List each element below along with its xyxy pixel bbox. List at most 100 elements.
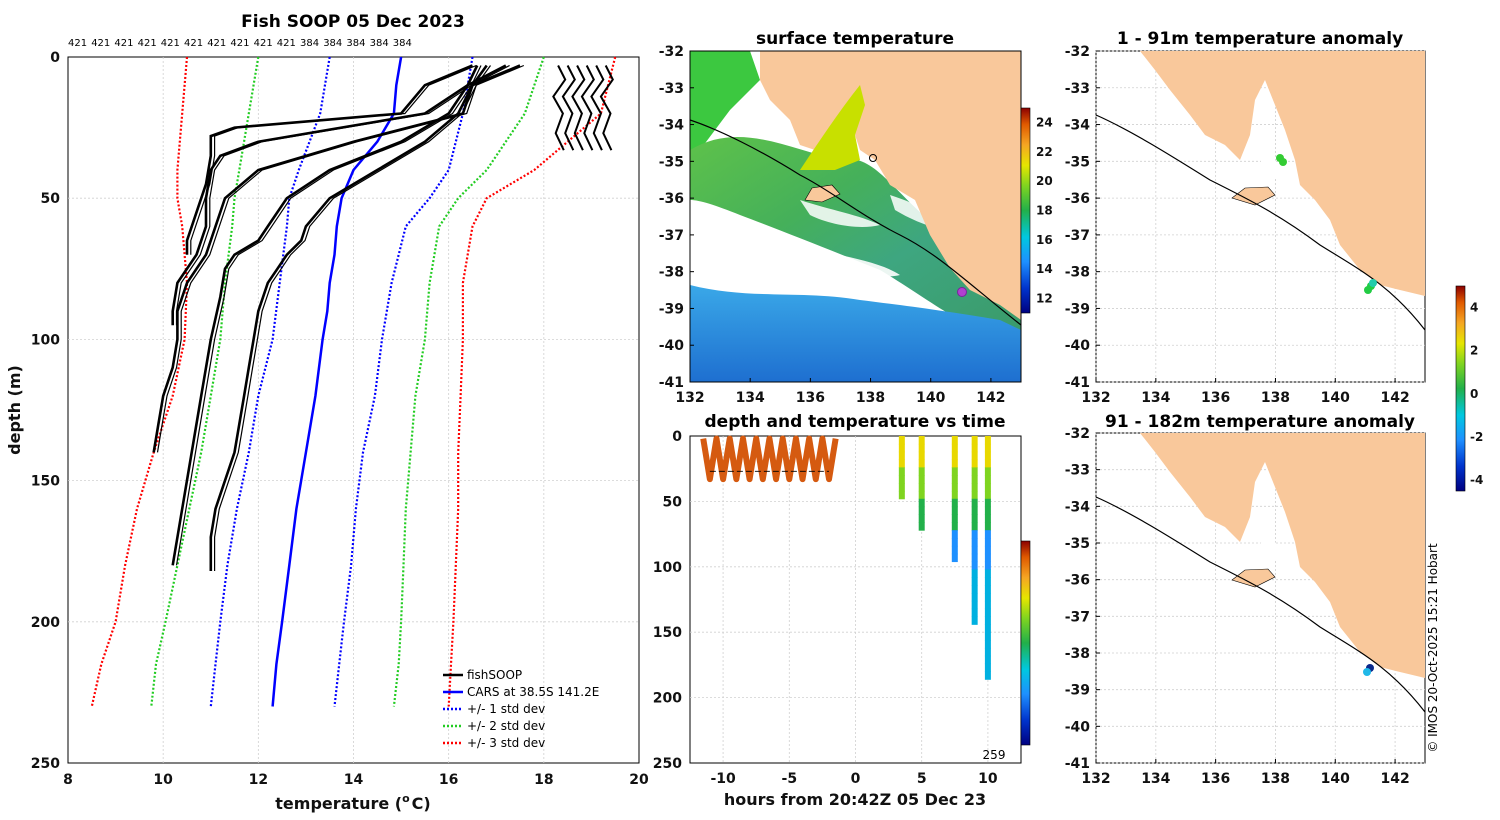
anomaly-deep-land xyxy=(1140,433,1425,678)
depth-time-ytick-label: 150 xyxy=(653,625,682,641)
profile-surface-cluster-line xyxy=(599,65,614,151)
depth-time-profile-segment xyxy=(971,577,978,586)
depth-time-profile-segment xyxy=(971,498,978,508)
profile-ytick-label: 250 xyxy=(31,756,60,772)
anomaly-deep-point xyxy=(1363,668,1371,676)
colorbar-tick-label: 12 xyxy=(1036,291,1053,305)
anomaly-shallow-title: 1 - 91m temperature anomaly xyxy=(1117,29,1403,49)
depth-time-profile-segment xyxy=(971,459,978,468)
map-ytick-label: -32 xyxy=(1065,44,1090,60)
sst-southern-waters xyxy=(690,285,1021,382)
map-xtick-label: 142 xyxy=(1380,771,1409,787)
profile-count-label: 421 xyxy=(184,38,203,49)
profile-cars-mean-line xyxy=(271,56,403,707)
map-ytick-label: -36 xyxy=(659,191,684,207)
map-xtick-label: 142 xyxy=(1380,390,1409,406)
depth-time-profile-segment xyxy=(984,451,991,461)
legend-label-std1: +/- 1 std dev xyxy=(467,702,545,716)
map-ytick-label: -40 xyxy=(1065,719,1091,735)
profile-fish-line-repeat xyxy=(175,65,482,326)
depth-time-profile-segment xyxy=(971,538,978,547)
anomaly-deep-island xyxy=(1231,568,1276,588)
colorbar-tick-label: 22 xyxy=(1036,145,1053,159)
map-ytick-label: -35 xyxy=(659,154,684,170)
profile-count-label: 421 xyxy=(207,38,226,49)
profile-top-counts: 421 421 421 421 421 421 421 421 421 421 384 384 384 3… xyxy=(68,38,412,49)
depth-time-profile-segment xyxy=(971,522,978,531)
depth-time-profile-segment xyxy=(984,647,991,657)
depth-time-profile-segment xyxy=(918,451,925,461)
map-xtick-label: 132 xyxy=(1081,390,1110,406)
depth-time-profile-segment xyxy=(898,475,905,484)
sst-cloud-band-2 xyxy=(800,200,880,227)
depth-time-profile-segment xyxy=(951,483,958,492)
depth-time-profile-segment xyxy=(971,585,978,594)
depth-time-profile-segment xyxy=(984,640,991,649)
depth-time-xtick-label: 5 xyxy=(917,771,927,787)
colorbar-tick-label: 0 xyxy=(1470,387,1478,401)
depth-time-profile-segment xyxy=(951,514,958,523)
sst-colorbar-ticks: 24 22 20 18 16 14 12 xyxy=(1036,116,1053,306)
depth-time-profile-segment xyxy=(971,514,978,523)
anomaly-deep-contour xyxy=(1095,496,1426,713)
colorbar-tick-label: 16 xyxy=(1036,233,1053,247)
map-ytick-label: -32 xyxy=(659,44,684,60)
depth-time-profile-segment xyxy=(984,616,991,625)
depth-time-ytick-label: 200 xyxy=(653,691,682,707)
depth-time-profile-segment xyxy=(898,436,905,445)
sst-port-marker xyxy=(869,154,877,162)
profile-count-label: 421 xyxy=(230,38,249,49)
anomaly-shallow-point xyxy=(1369,279,1377,287)
anomaly-colorbar-ticks: 4 2 0 -2 -4 xyxy=(1470,301,1483,488)
map-xtick-label: 134 xyxy=(736,390,765,406)
depth-time-xtick-label: -10 xyxy=(710,771,736,787)
depth-time-profile-segment xyxy=(918,506,925,515)
profile-std-lines xyxy=(90,56,617,707)
profile-std1-upper-line xyxy=(333,56,474,707)
profile-xtick-label: 8 xyxy=(63,772,73,788)
depth-time-profile-segment xyxy=(918,475,925,484)
depth-time-profile-segment xyxy=(898,459,905,468)
sst-ticks: 132 134 136 138 140 142 -32 -33 -34 -35 -36 -37 -38 -… xyxy=(659,44,1006,406)
anomaly-deep-points xyxy=(1363,664,1374,676)
map-xtick-label: 138 xyxy=(1261,390,1290,406)
profile-title: Fish SOOP 05 Dec 2023 xyxy=(241,12,465,32)
map-ytick-label: -36 xyxy=(1065,191,1090,207)
profile-fish-line xyxy=(152,64,488,453)
depth-time-profile-segment xyxy=(918,483,925,492)
depth-time-profile-segment xyxy=(951,475,958,484)
depth-time-profile-segment xyxy=(984,538,991,547)
profile-count-label: 421 xyxy=(138,38,157,49)
profile-ytick-label: 150 xyxy=(31,474,60,490)
depth-time-profile-segment xyxy=(971,467,978,476)
profile-xtick-label: 18 xyxy=(534,772,553,788)
anomaly-shallow-points xyxy=(1276,154,1377,294)
profile-count-label: 384 xyxy=(300,38,319,49)
map-xtick-label: 140 xyxy=(1321,771,1350,787)
depth-time-profile-segment xyxy=(918,490,925,500)
profile-std2-lower-line xyxy=(150,56,260,707)
colorbar-tick-label: 2 xyxy=(1470,344,1478,358)
profile-count-label: 421 xyxy=(68,38,87,49)
profile-xtick-label: 10 xyxy=(153,772,173,788)
depth-time-profile-segment xyxy=(918,498,925,508)
depth-time-grid xyxy=(690,436,1021,763)
profile-surface-cluster-line xyxy=(561,65,576,151)
depth-time-profile-segment xyxy=(984,600,991,610)
depth-time-profile-segment xyxy=(984,592,991,602)
depth-time-profile-segment xyxy=(971,561,978,570)
depth-time-profile-segment xyxy=(971,530,978,539)
depth-time-profile-segment xyxy=(971,608,978,618)
map-ytick-label: -33 xyxy=(1065,463,1090,479)
profile-cars-mean xyxy=(271,56,403,707)
map-xtick-label: 134 xyxy=(1141,390,1170,406)
map-xtick-label: 132 xyxy=(1081,771,1110,787)
anomaly-shallow-ticks: 132 134 136 138 140 142 -32 -33 -34 -35 -36 -37 -38 -… xyxy=(1065,44,1410,406)
legend-label-cars: CARS at 38.5S 141.2E xyxy=(467,685,599,699)
depth-time-profile-segment xyxy=(951,443,958,453)
sst-title: surface temperature xyxy=(756,29,954,49)
